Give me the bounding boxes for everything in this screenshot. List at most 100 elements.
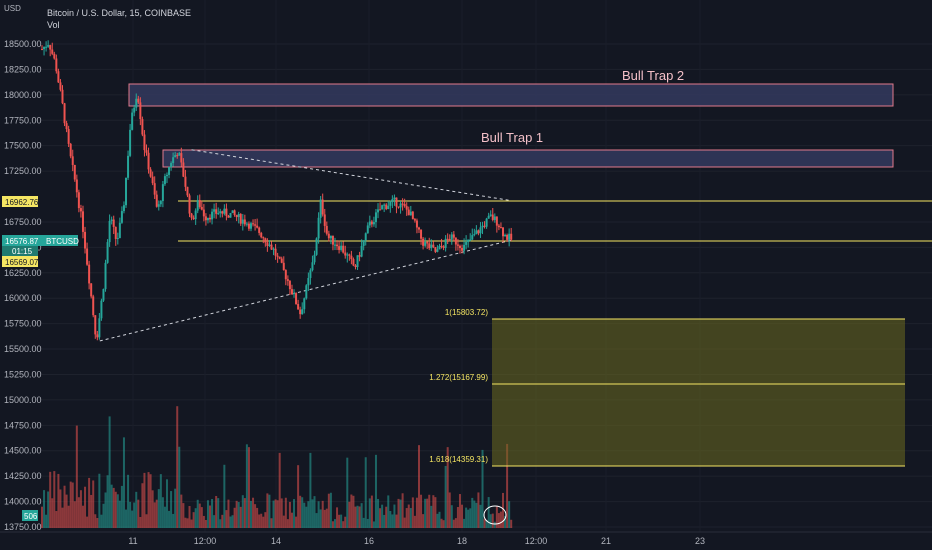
time-axis[interactable]: 11 12:00 14 16 18 12:00 21 23 xyxy=(0,531,932,546)
volume-bar xyxy=(110,484,113,528)
resistance-tag-text: 16962.76 xyxy=(5,198,39,207)
fib-label-1618: 1.618(14359.31) xyxy=(429,455,488,464)
candle-body xyxy=(120,211,123,223)
volume-bar xyxy=(469,508,472,528)
candle-body xyxy=(104,262,107,290)
fib-extension[interactable]: 1(15803.72) 1.272(15167.99) 1.618(14359.… xyxy=(429,308,905,467)
bull-trap-2-zone[interactable] xyxy=(128,83,894,107)
candle-body xyxy=(290,289,293,295)
candle-body xyxy=(391,199,394,203)
candle-body xyxy=(254,224,257,226)
symbol-title[interactable]: Bitcoin / U.S. Dollar, 15, COINBASE xyxy=(47,8,192,18)
volume-bar xyxy=(225,510,228,528)
volume-bar xyxy=(129,501,132,528)
volume-bar xyxy=(393,504,396,528)
candle-body xyxy=(63,103,66,124)
volume-bar xyxy=(190,519,193,528)
volume-bar xyxy=(241,495,244,528)
candle-body xyxy=(377,209,380,213)
candle-body xyxy=(467,239,470,243)
time-tick-label: 14 xyxy=(271,536,281,546)
volume-bar xyxy=(360,503,363,528)
volume-bar xyxy=(127,474,130,528)
candle-body xyxy=(110,219,113,221)
candle-body xyxy=(342,245,345,253)
candle-body xyxy=(399,203,402,208)
candle-body xyxy=(313,254,316,263)
volume-bars xyxy=(41,406,513,528)
volume-bar xyxy=(262,516,265,528)
candle-body xyxy=(293,293,296,295)
volume-bar xyxy=(426,498,429,528)
volume-bar xyxy=(204,519,207,528)
candle-body xyxy=(114,226,117,239)
volume-bar xyxy=(157,489,160,528)
volume-bar xyxy=(147,472,150,528)
volume-bar xyxy=(428,494,431,528)
volume-bar xyxy=(483,518,486,528)
candle-body xyxy=(340,245,343,250)
volume-indicator-label[interactable]: Vol xyxy=(47,20,60,30)
volume-bar xyxy=(362,517,365,528)
price-tick-label: 18500.00 xyxy=(4,39,42,49)
candle-body xyxy=(221,211,224,214)
volume-bar xyxy=(467,509,470,528)
candle-body xyxy=(77,192,80,209)
candle-body xyxy=(366,225,369,234)
candle-body xyxy=(88,264,91,284)
volume-bar xyxy=(81,505,84,528)
candle-body xyxy=(471,235,474,240)
candle-body xyxy=(348,254,351,256)
volume-bar xyxy=(43,490,46,528)
volume-bar xyxy=(338,514,341,528)
candle-body xyxy=(452,234,455,238)
candle-body xyxy=(106,242,109,263)
candle-body xyxy=(278,256,281,259)
price-axis[interactable]: 18500.00 18250.00 18000.00 17750.00 17500.00… xyxy=(4,39,42,532)
candle-body xyxy=(223,208,226,214)
candle-body xyxy=(354,265,357,268)
candle-body xyxy=(370,221,373,225)
candle-body xyxy=(243,219,246,225)
volume-bar xyxy=(209,505,212,528)
candle-body xyxy=(237,214,240,218)
candle-body xyxy=(116,237,119,239)
volume-bar xyxy=(149,474,152,528)
candle-body xyxy=(155,194,158,207)
candle-body xyxy=(422,238,425,246)
time-tick-label: 11 xyxy=(128,536,137,546)
volume-bar xyxy=(249,500,252,528)
volume-bar xyxy=(438,511,441,528)
volume-bar xyxy=(329,492,332,528)
candle-body xyxy=(122,205,125,212)
fib-label-1272: 1.272(15167.99) xyxy=(429,373,488,382)
candle-body xyxy=(315,238,318,255)
candle-body xyxy=(508,233,511,240)
volume-bar xyxy=(252,497,255,528)
candle-body xyxy=(301,309,304,315)
candle-body xyxy=(213,209,216,212)
volume-bar xyxy=(219,519,222,528)
volume-bar xyxy=(405,508,408,528)
volume-bar xyxy=(41,506,43,528)
volume-bar xyxy=(67,505,70,528)
volume-bar xyxy=(354,506,357,528)
candle-body xyxy=(401,203,404,205)
candle-body xyxy=(264,238,267,243)
resistance-tag xyxy=(2,196,38,207)
bull-trap-1-zone[interactable] xyxy=(162,149,894,168)
candle-body xyxy=(352,259,355,266)
candle-body xyxy=(272,248,275,250)
volume-bar xyxy=(98,473,101,528)
candle-body xyxy=(436,249,439,252)
volume-bar xyxy=(196,499,199,528)
candlesticks xyxy=(41,40,513,341)
candle-body xyxy=(426,242,429,244)
volume-bar xyxy=(235,500,238,528)
price-tick-label: 17500.00 xyxy=(4,141,42,151)
candle-body xyxy=(145,150,148,153)
volume-bar xyxy=(71,482,74,528)
candle-body xyxy=(65,123,68,130)
candle-body xyxy=(190,213,193,218)
